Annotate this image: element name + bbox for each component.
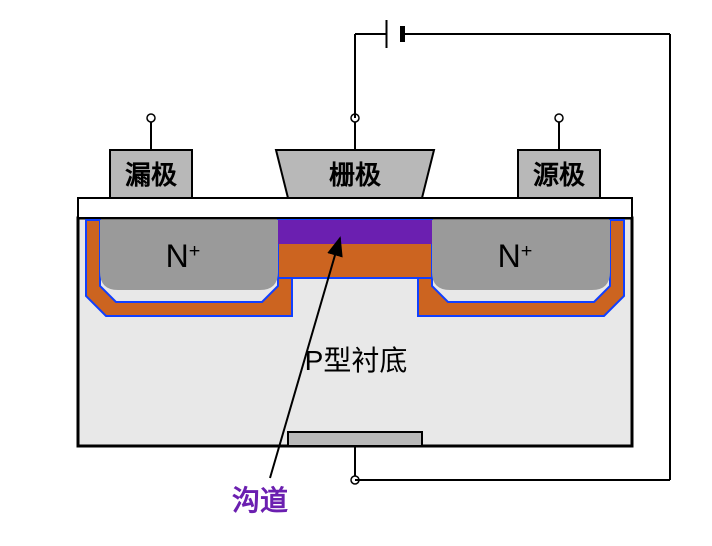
source-label: 源极 bbox=[533, 160, 586, 190]
channel-label: 沟道 bbox=[232, 484, 288, 516]
drain-label: 漏极 bbox=[125, 160, 178, 190]
body-contact bbox=[288, 432, 422, 446]
depletion-center bbox=[278, 242, 432, 278]
substrate-label: P型衬底 bbox=[305, 345, 408, 376]
oxide-layer bbox=[78, 198, 632, 218]
terminal-drain bbox=[147, 114, 155, 122]
gate-label: 栅极 bbox=[329, 160, 382, 190]
channel-region bbox=[278, 220, 432, 244]
terminal-source bbox=[555, 114, 563, 122]
